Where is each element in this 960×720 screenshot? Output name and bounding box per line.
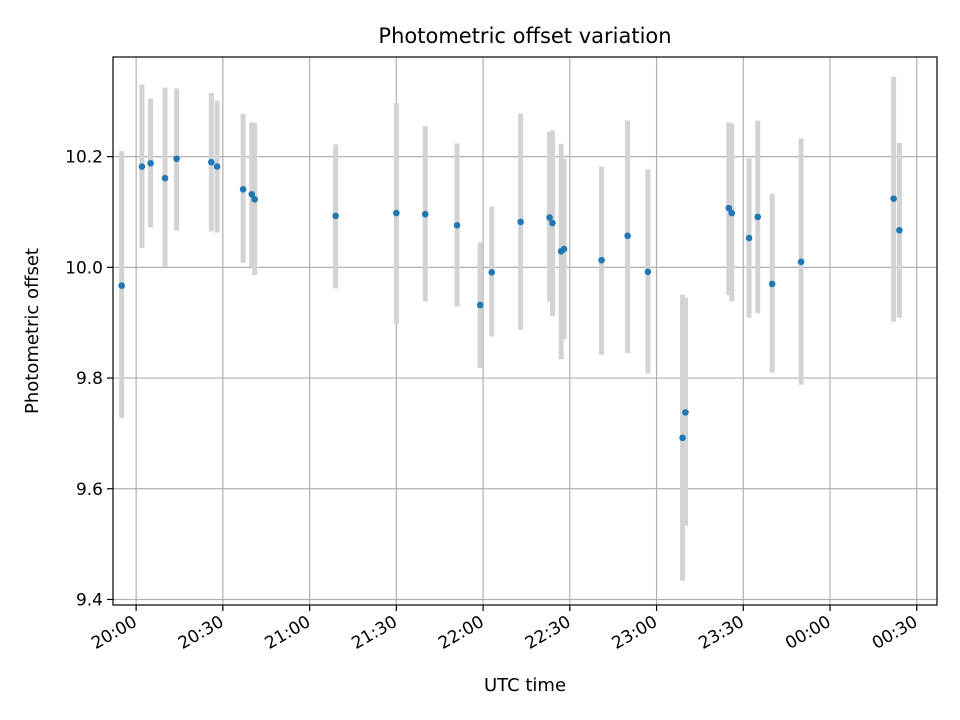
data-point [239, 185, 247, 193]
data-point [421, 210, 429, 218]
x-axis-label: UTC time [484, 675, 566, 696]
point-layer [118, 155, 903, 442]
data-point [768, 280, 776, 288]
data-point [173, 155, 180, 163]
data-point [890, 195, 897, 203]
data-point [624, 232, 631, 240]
data-point [797, 258, 805, 266]
data-point [332, 212, 339, 220]
data-point [213, 163, 221, 170]
data-point [118, 282, 125, 289]
data-point [896, 226, 903, 234]
data-point [517, 218, 524, 226]
y-tick-label: 10.2 [65, 148, 103, 168]
data-point [251, 195, 258, 203]
data-point [745, 234, 753, 242]
data-point [679, 434, 686, 442]
y-tick-label: 10.0 [65, 258, 103, 278]
data-point [488, 269, 496, 276]
data-point [546, 214, 553, 221]
y-tick-label: 9.6 [76, 480, 103, 500]
data-point [725, 204, 733, 212]
data-point [560, 245, 568, 253]
data-point [208, 158, 215, 166]
y-axis-label: Photometric offset [22, 248, 43, 414]
grid-layer [113, 57, 937, 605]
data-point [476, 301, 484, 309]
plot-frame [112, 56, 938, 606]
data-point [728, 209, 736, 217]
y-tick-label: 9.8 [76, 369, 103, 389]
data-point [453, 221, 461, 229]
y-tick-label: 9.4 [76, 590, 103, 610]
data-point [138, 163, 146, 170]
data-point [147, 159, 154, 167]
data-point [644, 268, 652, 276]
data-point [161, 174, 169, 182]
chart-title: Photometric offset variation [378, 24, 671, 48]
data-point [682, 409, 689, 416]
data-point [754, 213, 762, 221]
data-point [248, 190, 256, 198]
data-point [549, 219, 556, 227]
data-point [393, 209, 400, 217]
data-point [598, 256, 605, 264]
